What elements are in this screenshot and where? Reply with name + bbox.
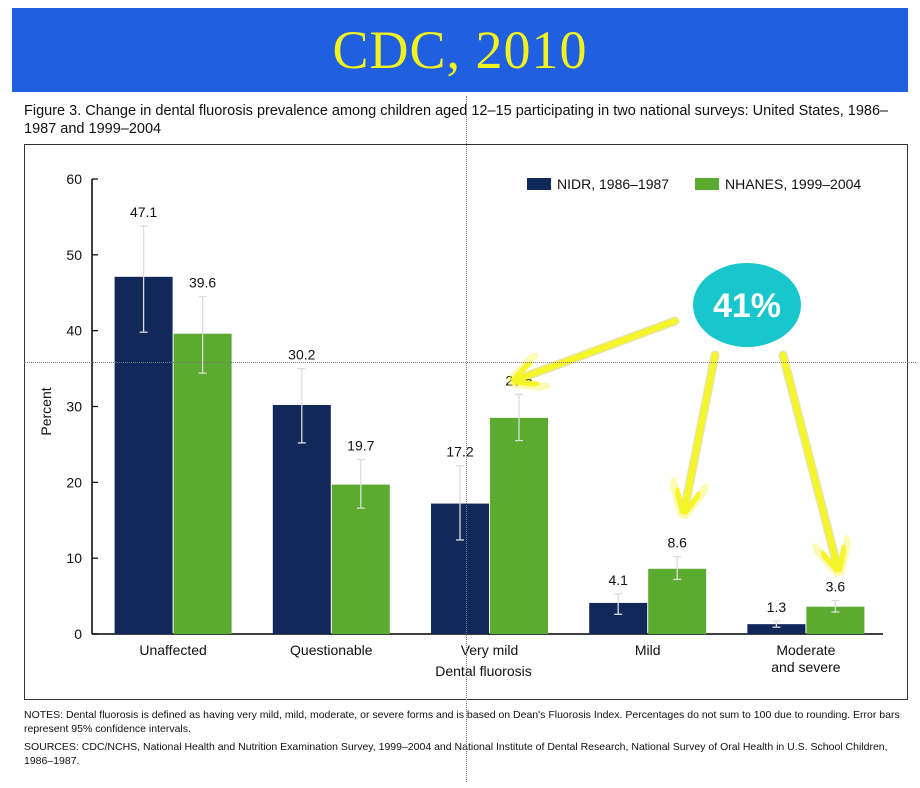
x-tick-label: Unaffected <box>139 642 206 658</box>
x-tick-label-line: Unaffected <box>139 642 206 658</box>
y-tick-label: 40 <box>66 323 82 339</box>
x-tick-label-line: Moderate <box>776 642 835 658</box>
y-tick-label: 10 <box>66 550 82 566</box>
legend-swatch <box>527 178 551 190</box>
data-label: 1.3 <box>767 599 787 615</box>
annotation-arrow <box>780 352 837 565</box>
x-tick-label: Moderate and severe <box>771 642 840 675</box>
bar <box>490 417 548 634</box>
y-tick-label: 30 <box>66 399 82 415</box>
data-label: 4.1 <box>608 572 628 588</box>
data-label: 47.1 <box>130 204 157 220</box>
annotation-arrow <box>519 318 678 379</box>
x-tick-label: Mild <box>635 642 661 658</box>
notes-text: NOTES: Dental fluorosis is defined as ha… <box>24 709 900 735</box>
callout-ellipse <box>693 263 801 347</box>
x-tick-label-line: Mild <box>635 642 661 658</box>
bar-chart: 0 10 20 30 40 50 60 Percent Unaffected Questionab… <box>38 171 883 679</box>
y-tick-label: 60 <box>66 171 82 187</box>
x-tick-label: Questionable <box>290 642 373 658</box>
annotation-arrow <box>685 352 718 507</box>
legend-swatch <box>695 178 719 190</box>
x-tick-label-line: Questionable <box>290 642 373 658</box>
axes: 0 10 20 30 40 50 60 Percent Unaffected Questionab… <box>38 171 883 679</box>
bar <box>114 276 173 634</box>
legend: NIDR, 1986–1987 NHANES, 1999–2004 <box>527 176 861 192</box>
x-axis-title: Dental fluorosis <box>435 663 532 679</box>
y-axis-title: Percent <box>38 387 54 435</box>
data-label: 8.6 <box>667 535 687 551</box>
legend-label: NHANES, 1999–2004 <box>725 176 861 192</box>
x-tick-label-line: and severe <box>771 659 840 675</box>
data-label: 19.7 <box>347 438 374 454</box>
x-tick-label-line: Very mild <box>461 642 519 658</box>
title-banner: CDC, 2010 <box>12 8 908 92</box>
bars <box>114 225 865 634</box>
figure-caption: Figure 3. Change in dental fluorosis pre… <box>24 103 889 137</box>
y-tick-label: 0 <box>74 626 82 642</box>
crosshair-vertical <box>466 96 467 782</box>
banner-title: CDC, 2010 <box>332 20 588 80</box>
callout-label: 41% <box>713 287 781 325</box>
chart-frame: 0 10 20 30 40 50 60 Percent Unaffected Questionab… <box>24 144 908 700</box>
legend-label: NIDR, 1986–1987 <box>557 176 669 192</box>
data-label: 17.2 <box>446 444 473 460</box>
crosshair-horizontal <box>24 362 916 363</box>
y-tick-label: 50 <box>66 247 82 263</box>
bar <box>331 484 390 634</box>
bar <box>747 624 806 634</box>
y-tick-label: 20 <box>66 474 82 490</box>
bar <box>173 333 232 634</box>
sources-text: SOURCES: CDC/NCHS, National Health and N… <box>24 741 888 767</box>
annotation-arrows: 41% <box>519 263 837 565</box>
data-label: 30.2 <box>288 347 315 363</box>
figure-notes: NOTES: Dental fluorosis is defined as ha… <box>24 708 908 772</box>
data-label: 39.6 <box>189 275 216 291</box>
data-label: 3.6 <box>826 579 846 595</box>
x-tick-label: Very mild <box>461 642 519 658</box>
